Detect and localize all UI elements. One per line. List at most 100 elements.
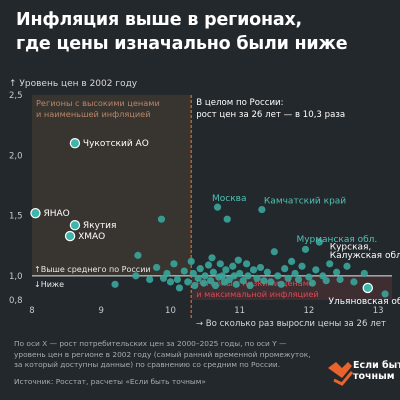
data-point [236, 269, 244, 278]
data-point [218, 272, 226, 280]
x-tick-label: 13 [373, 306, 384, 316]
data-point [284, 274, 292, 282]
data-point [258, 205, 266, 214]
highlighted-data-point [69, 220, 81, 231]
annotation-label: Курская, [330, 242, 372, 252]
data-point [281, 265, 289, 273]
data-point [381, 290, 389, 298]
russia-average-label-line-1: В целом по России: [196, 98, 283, 108]
x-tick-label: 9 [99, 306, 104, 316]
data-point [200, 279, 208, 287]
data-point [207, 277, 215, 285]
y-axis-label: ↑ Уровень цен в 2002 году [9, 79, 137, 89]
high-region-label-line-2: и наименьшей инфляцией [36, 109, 151, 119]
data-point [201, 272, 209, 280]
data-point [134, 251, 142, 259]
data-point [229, 262, 237, 270]
data-point [301, 245, 310, 253]
point-label: ХМАО [78, 232, 105, 242]
data-point [239, 277, 247, 285]
data-point [277, 280, 285, 288]
data-point [146, 275, 154, 284]
data-point [291, 269, 299, 278]
annotation-label: Мурманская обл. [296, 235, 377, 245]
y-tick-label: 2,5 [9, 91, 23, 101]
data-point [256, 263, 265, 272]
footnote-line-2: уровень цен в регионе в 2002 году (самый… [14, 349, 311, 359]
data-point [234, 256, 242, 264]
data-point [211, 281, 220, 290]
highlighted-data-point [362, 282, 373, 294]
data-point [333, 268, 341, 276]
data-point [194, 274, 202, 282]
x-tick-label: 8 [29, 306, 34, 316]
high-price-region [32, 95, 192, 276]
title-line-1: Инфляция выше в регионах, [16, 10, 302, 30]
data-point [222, 266, 230, 274]
chart-title: Инфляция выше в регионах, где цены изнач… [16, 8, 386, 56]
highlighted-data-point [69, 138, 81, 149]
data-point [163, 269, 171, 278]
data-point [132, 272, 140, 280]
data-point [223, 215, 231, 223]
data-point [187, 257, 195, 266]
data-point [191, 281, 199, 290]
data-point [267, 278, 275, 286]
x-tick-label: 10 [165, 306, 176, 316]
data-point [343, 262, 351, 270]
y-tick-label: 1,5 [9, 212, 23, 222]
data-point [260, 277, 268, 285]
data-point [173, 275, 181, 284]
data-point [294, 275, 303, 284]
below-average-label: ↓Ниже [34, 280, 64, 289]
data-point [204, 261, 213, 269]
data-point [196, 265, 204, 273]
highlighted-data-point [30, 207, 41, 219]
y-tick-label: 2,0 [9, 151, 23, 161]
data-point [274, 272, 282, 280]
low-region-label-line-2: и максимальной инфляцией [196, 289, 319, 299]
high-region-label-line-1: Регионы с высокими ценами [36, 98, 160, 108]
data-point [216, 260, 224, 268]
data-point [244, 272, 252, 280]
data-point [166, 278, 175, 286]
data-point [322, 277, 330, 285]
data-point [308, 279, 316, 287]
x-axis-label: → Во сколько раз выросли цены за 26 лет [196, 319, 386, 329]
data-point [208, 254, 216, 262]
data-point [209, 268, 217, 276]
data-point [288, 257, 296, 266]
annotation-label: Калужская обл. [330, 251, 400, 261]
data-point [243, 260, 251, 268]
data-point [175, 284, 184, 292]
annotation-label: Москва [212, 194, 246, 204]
data-point [157, 215, 166, 223]
data-point [305, 273, 313, 281]
highlighted-data-point [64, 230, 76, 242]
x-tick-label: 11 [234, 306, 245, 316]
russia-average-label-line-2: рост цен за 26 лет — в 10,3 раза [196, 110, 345, 120]
point-label: Чукотский АО [83, 139, 149, 149]
data-point [153, 263, 161, 272]
low-region-label-line-1: Регионы с низкими ценами [196, 278, 314, 288]
data-point [360, 269, 368, 278]
heart-arrow-logo-icon [328, 362, 354, 386]
data-point [350, 278, 358, 286]
data-point [326, 260, 334, 268]
above-average-label: ↑Выше среднего по России [34, 265, 151, 274]
y-tick-label: 0,8 [9, 296, 23, 306]
point-label: ЯНАО [43, 209, 69, 219]
source-note: Источник: Росстат, расчеты «Если быть то… [14, 377, 206, 386]
data-point [213, 203, 222, 211]
brand-line-2: точным [353, 371, 395, 382]
data-point [246, 281, 254, 290]
footnote-line-1: По оси X — рост потребительских цен за 2… [14, 339, 287, 348]
brand-line-1: Если быть [353, 360, 400, 371]
data-point [270, 248, 278, 256]
x-tick-label: 12 [304, 306, 315, 316]
data-point [232, 280, 240, 288]
data-point [263, 268, 271, 276]
data-point [253, 274, 261, 282]
y-axis-label-text: Уровень цен в 2002 году [19, 79, 138, 89]
